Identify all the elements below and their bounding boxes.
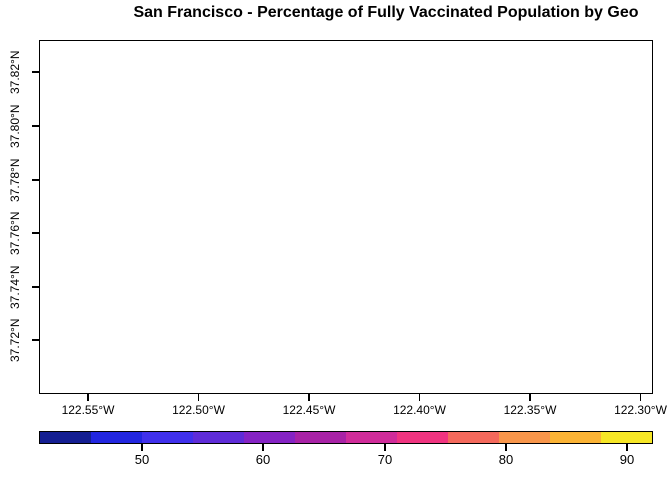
x-axis-tick (639, 394, 642, 401)
x-axis-label: 122.40°W (393, 403, 446, 417)
legend-tick (626, 444, 628, 451)
x-axis-tick (197, 394, 200, 401)
y-axis-tick (32, 232, 39, 234)
x-axis-label: 122.45°W (282, 403, 336, 417)
legend-tick-label: 80 (498, 452, 514, 467)
x-axis-tick (418, 394, 421, 401)
legend-tick (141, 444, 143, 451)
y-axis-tick (32, 339, 39, 341)
y-axis-tick (32, 179, 39, 181)
plot-title: San Francisco - Percentage of Fully Vacc… (133, 4, 639, 21)
legend-tick-label: 60 (255, 452, 271, 467)
x-axis-tick (308, 394, 310, 401)
x-axis-label: 122.35°W (503, 403, 557, 417)
y-axis-tick (32, 125, 39, 127)
x-axis-tick (87, 394, 89, 401)
legend-tick (384, 444, 386, 451)
legend-tick (262, 444, 264, 451)
x-axis-tick (529, 394, 531, 401)
x-axis-label: 122.30°W (614, 403, 667, 417)
y-axis-tick (32, 286, 39, 288)
x-axis-label: 122.50°W (172, 403, 225, 417)
plot-border (39, 40, 653, 394)
legend-tick-label: 90 (619, 452, 635, 467)
y-axis-label: 37.72°N (8, 318, 22, 362)
legend-colorbar (39, 431, 653, 444)
x-axis-label: 122.55°W (61, 403, 115, 417)
y-axis-tick (32, 71, 39, 73)
legend-tick-label: 70 (377, 452, 393, 467)
legend-tick-label: 50 (134, 452, 150, 467)
legend-tick (505, 444, 507, 451)
